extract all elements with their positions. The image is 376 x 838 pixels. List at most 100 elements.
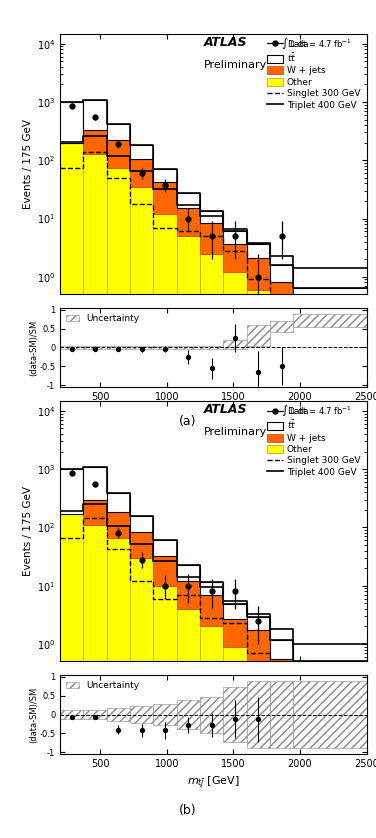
Bar (177, 581, 200, 609)
Bar (270, 681, 293, 747)
Bar (130, 145, 153, 159)
Bar (107, 538, 130, 838)
Y-axis label: (data-SM)/SM: (data-SM)/SM (29, 319, 38, 375)
Bar (177, 345, 200, 349)
Bar (107, 345, 130, 349)
Y-axis label: Events / 175 GeV: Events / 175 GeV (23, 486, 33, 576)
Bar (293, 287, 367, 325)
Bar (130, 706, 153, 723)
Bar (270, 640, 293, 659)
Bar (130, 515, 153, 531)
Y-axis label: Events / 175 GeV: Events / 175 GeV (23, 119, 33, 209)
Bar (223, 272, 247, 838)
Bar (153, 214, 177, 838)
Bar (107, 168, 130, 838)
Bar (223, 603, 247, 618)
Bar (153, 182, 177, 214)
Bar (83, 345, 107, 349)
Bar (270, 321, 293, 333)
Bar (153, 586, 177, 838)
Bar (130, 558, 153, 838)
Bar (200, 223, 223, 254)
Bar (107, 512, 130, 538)
Bar (200, 254, 223, 838)
Bar (60, 345, 83, 349)
Bar (200, 582, 223, 595)
Bar (60, 102, 83, 142)
Bar (177, 701, 200, 729)
Bar (107, 708, 130, 722)
Bar (130, 531, 153, 558)
Text: $\int$ L dt = 4.7 fb$^{-1}$: $\int$ L dt = 4.7 fb$^{-1}$ (281, 403, 352, 418)
Bar (293, 325, 367, 838)
Bar (130, 345, 153, 349)
Bar (293, 661, 367, 702)
Bar (83, 500, 107, 525)
Bar (293, 702, 367, 838)
Bar (60, 469, 83, 514)
Bar (60, 514, 83, 838)
Bar (200, 345, 223, 349)
Bar (130, 159, 153, 187)
Bar (83, 130, 107, 153)
Legend: Data, $t\bar{t}$, W + jets, Other, Singlet 300 GeV, Triplet 400 GeV: Data, $t\bar{t}$, W + jets, Other, Singl… (265, 405, 362, 478)
Bar (177, 194, 200, 209)
Bar (247, 245, 270, 258)
Bar (223, 618, 247, 647)
Bar (223, 687, 247, 742)
Text: Preliminary: Preliminary (204, 427, 267, 437)
Bar (247, 661, 270, 838)
Legend: Uncertainty: Uncertainty (65, 680, 141, 692)
Bar (83, 525, 107, 838)
Bar (270, 265, 293, 282)
Bar (177, 565, 200, 581)
Bar (153, 168, 177, 182)
Bar (223, 340, 247, 349)
Bar (83, 100, 107, 130)
Bar (247, 617, 270, 630)
Bar (247, 258, 270, 290)
Bar (153, 704, 177, 725)
Bar (153, 541, 177, 556)
Bar (200, 626, 223, 838)
Bar (223, 244, 247, 272)
Y-axis label: (data-SM)/SM: (data-SM)/SM (29, 686, 38, 742)
Bar (223, 230, 247, 244)
Text: ATLAS: ATLAS (204, 36, 248, 49)
Bar (247, 290, 270, 838)
Bar (270, 282, 293, 318)
Text: $\int$ L dt = 4.7 fb$^{-1}$: $\int$ L dt = 4.7 fb$^{-1}$ (281, 36, 352, 51)
Text: Preliminary: Preliminary (204, 59, 267, 70)
Bar (83, 467, 107, 500)
Bar (293, 313, 367, 327)
Bar (270, 318, 293, 838)
Bar (223, 647, 247, 838)
Bar (177, 609, 200, 838)
Bar (247, 325, 270, 345)
Bar (200, 595, 223, 626)
Bar (107, 140, 130, 168)
Text: ATLAS: ATLAS (204, 403, 248, 416)
Text: (b): (b) (179, 804, 197, 817)
Legend: Uncertainty: Uncertainty (65, 313, 141, 325)
Bar (270, 692, 293, 838)
Bar (247, 681, 270, 747)
Bar (153, 556, 177, 586)
Bar (107, 493, 130, 512)
Bar (293, 681, 367, 747)
Bar (177, 236, 200, 838)
Bar (153, 345, 177, 349)
Bar (177, 209, 200, 236)
X-axis label: $m_{t\bar{j}}$ [GeV]: $m_{t\bar{j}}$ [GeV] (187, 774, 240, 791)
Bar (60, 142, 83, 838)
Bar (83, 153, 107, 838)
Text: (a): (a) (179, 415, 197, 428)
Bar (60, 710, 83, 719)
Bar (130, 187, 153, 838)
Bar (83, 710, 107, 719)
Bar (247, 630, 270, 661)
Legend: Data, $t\bar{t}$, W + jets, Other, Singlet 300 GeV, Triplet 400 GeV: Data, $t\bar{t}$, W + jets, Other, Singl… (265, 38, 362, 111)
Bar (200, 211, 223, 223)
Bar (200, 696, 223, 732)
Bar (107, 124, 130, 140)
